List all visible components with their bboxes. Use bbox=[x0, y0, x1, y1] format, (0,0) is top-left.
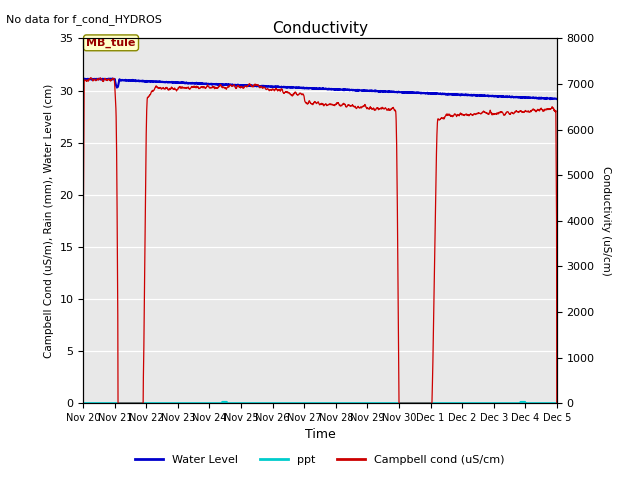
Y-axis label: Conductivity (uS/cm): Conductivity (uS/cm) bbox=[602, 166, 611, 276]
Text: No data for f_cond_HYDROS: No data for f_cond_HYDROS bbox=[6, 14, 163, 25]
X-axis label: Time: Time bbox=[305, 429, 335, 442]
Title: Conductivity: Conductivity bbox=[272, 21, 368, 36]
Y-axis label: Campbell Cond (uS/m), Rain (mm), Water Level (cm): Campbell Cond (uS/m), Rain (mm), Water L… bbox=[44, 84, 54, 358]
Text: MB_tule: MB_tule bbox=[86, 38, 136, 48]
Legend: Water Level, ppt, Campbell cond (uS/cm): Water Level, ppt, Campbell cond (uS/cm) bbox=[131, 451, 509, 469]
